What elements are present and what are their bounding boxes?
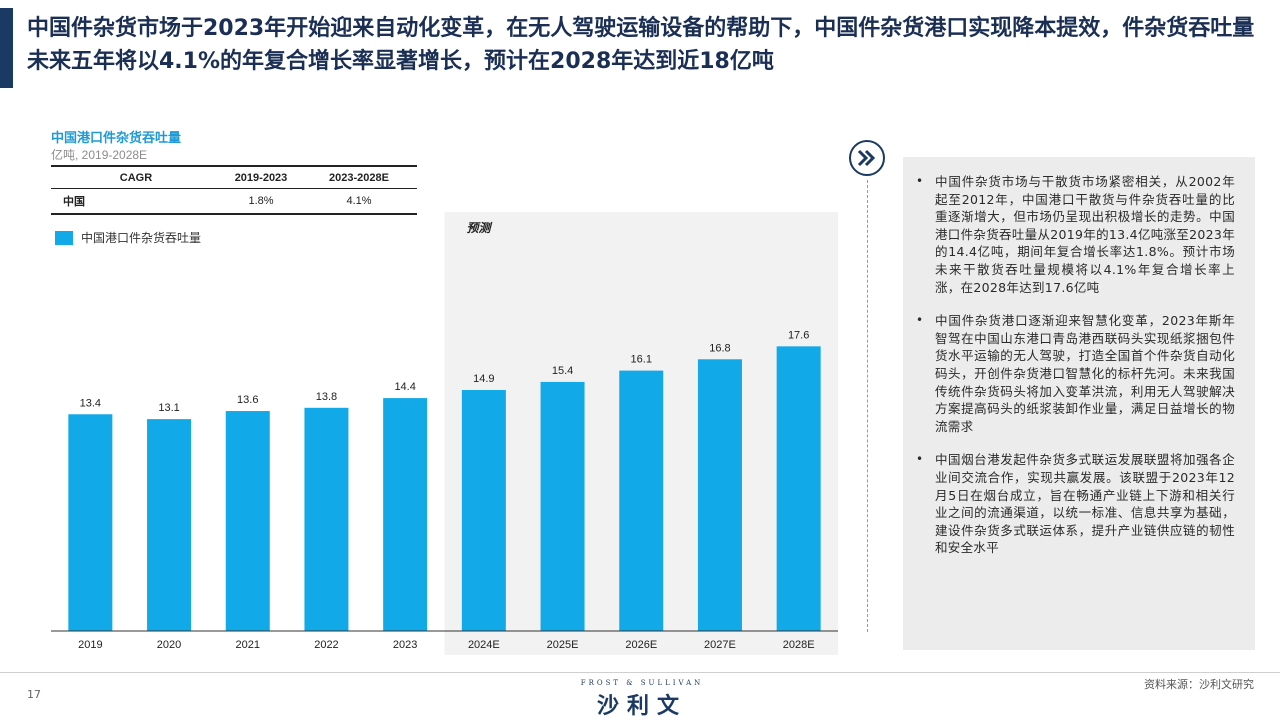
bar-2019 — [68, 414, 113, 631]
page-number: 17 — [27, 688, 41, 701]
cagr-row-china: 中国 1.8% 4.1% — [51, 189, 417, 215]
data-label: 13.4 — [80, 397, 101, 409]
cagr-region: 中国 — [63, 196, 85, 208]
insight-panel: • 中国件杂货市场与干散货市场紧密相关，从2002年起至2012年，中国港口干散… — [903, 157, 1255, 650]
cagr-value-2019-2023: 1.8% — [248, 195, 274, 207]
bar-2027E — [697, 359, 742, 631]
page-title: 中国件杂货市场于2023年开始迎来自动化变革，在无人驾驶运输设备的帮助下，中国件… — [27, 16, 1255, 74]
insight-text: 中国件杂货港口逐渐迎来智慧化变革，2023年斯年智驾在中国山东港口青岛港西联码头… — [935, 313, 1235, 434]
bullet-dot: • — [916, 174, 924, 188]
bar-2023 — [383, 398, 428, 631]
data-label: 13.6 — [237, 394, 258, 406]
data-label: 15.4 — [552, 365, 573, 377]
data-label: 16.1 — [631, 354, 652, 366]
bar-chart: 预测 13.4 2019 13.1 2020 13.6 2021 13.8 2022 14.4 20… — [51, 212, 838, 655]
bullet-dot: • — [916, 313, 924, 328]
bar-2022 — [304, 407, 349, 631]
data-label: 14.4 — [394, 381, 415, 393]
brand-tagline: FROST & SULLIVAN — [580, 679, 704, 687]
forecast-label: 预测 — [467, 221, 493, 235]
bar-2025E — [540, 381, 585, 631]
dashed-divider — [867, 180, 868, 632]
title-accent-bar — [0, 8, 13, 88]
cagr-table: CAGR 2019-2023 2023-2028E 中国 1.8% 4.1% — [51, 165, 417, 215]
footer-divider — [0, 672, 1280, 673]
insight-bullet: • 中国烟台港发起件杂货多式联运发展联盟将加强各企业间交流合作，实现共赢发展。该… — [916, 451, 1235, 557]
cagr-header-period2: 2023-2028E — [329, 171, 389, 184]
x-tick-label: 2024E — [468, 639, 500, 651]
chevron-right-icon — [849, 140, 885, 176]
bar-2024E — [461, 390, 506, 631]
x-tick-label: 2025E — [547, 639, 579, 651]
insight-bullet: • 中国件杂货港口逐渐迎来智慧化变革，2023年斯年智驾在中国山东港口青岛港西联… — [916, 312, 1235, 435]
bar-2026E — [619, 370, 664, 631]
bullet-dot: • — [916, 452, 924, 467]
chart-subtitle: 亿吨, 2019-2028E — [51, 148, 148, 162]
cagr-header-row: CAGR 2019-2023 2023-2028E — [51, 165, 417, 189]
chart-title: 中国港口件杂货吞吐量 — [51, 131, 182, 146]
cagr-header-label: CAGR — [119, 171, 153, 184]
x-tick-label: 2019 — [78, 639, 102, 651]
data-label: 17.6 — [788, 329, 809, 341]
x-tick-label: 2026E — [625, 639, 657, 651]
data-label: 13.8 — [316, 391, 337, 403]
bar-2020 — [147, 419, 192, 631]
chart-legend: 中国港口件杂货吞吐量 — [55, 229, 201, 246]
insight-bullet: • 中国件杂货市场与干散货市场紧密相关，从2002年起至2012年，中国港口干散… — [916, 173, 1235, 296]
x-tick-label: 2020 — [157, 639, 181, 651]
bar-2021 — [225, 411, 270, 631]
legend-label: 中国港口件杂货吞吐量 — [81, 231, 202, 245]
source-note: 资料来源：沙利文研究 — [1144, 678, 1254, 691]
data-label: 13.1 — [158, 402, 179, 414]
cagr-header-period1: 2019-2023 — [234, 171, 288, 184]
x-tick-label: 2027E — [704, 639, 736, 651]
x-tick-label: 2022 — [314, 639, 338, 651]
x-tick-label: 2023 — [393, 639, 417, 651]
data-label: 14.9 — [473, 373, 494, 385]
x-tick-label: 2028E — [783, 639, 815, 651]
brand-logo: 沙利文 — [596, 694, 687, 719]
legend-swatch — [55, 230, 73, 245]
data-label: 16.8 — [709, 342, 730, 354]
bar-2028E — [776, 346, 821, 631]
cagr-value-2023-2028: 4.1% — [346, 195, 372, 207]
insight-text: 中国件杂货市场与干散货市场紧密相关，从2002年起至2012年，中国港口干散货与… — [935, 174, 1235, 295]
x-tick-label: 2021 — [236, 639, 260, 651]
insight-text: 中国烟台港发起件杂货多式联运发展联盟将加强各企业间交流合作，实现共赢发展。该联盟… — [935, 452, 1235, 556]
